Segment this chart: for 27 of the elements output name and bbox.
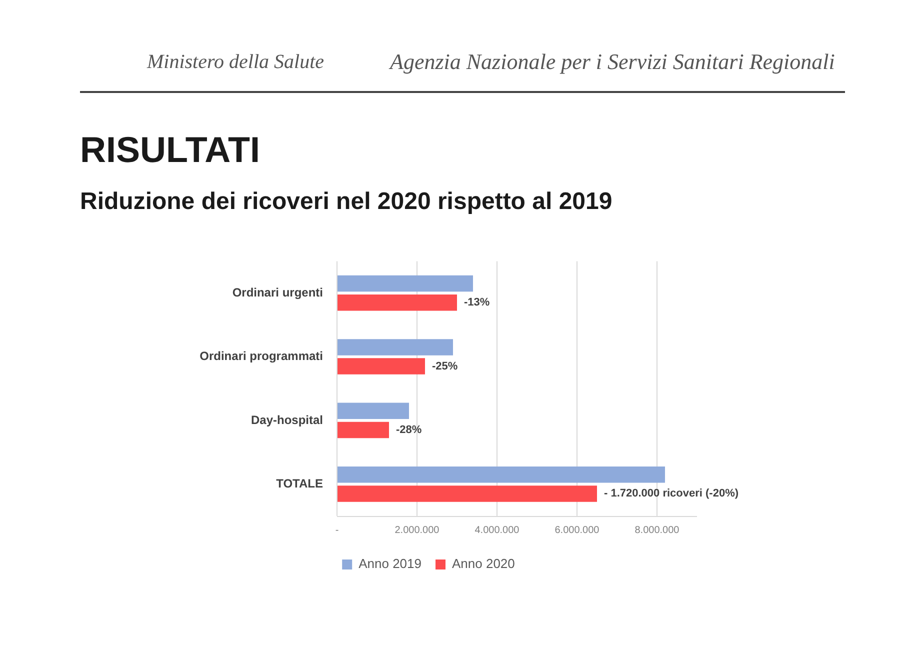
y-tick-label: TOTALE [276, 476, 323, 490]
y-tick-label: Ordinari urgenti [232, 285, 323, 300]
bar [338, 402, 409, 420]
annotation: -25% [432, 360, 458, 372]
x-tick-label: 6.000.000 [554, 524, 600, 536]
annotation: -13% [464, 296, 490, 309]
bar [338, 486, 597, 502]
annotation: - 1.720.000 ricoveri (-20%) [604, 488, 739, 500]
x-tick-label: 4.000.000 [474, 524, 520, 536]
y-tick-label: Ordinari programmati [200, 349, 323, 364]
x-tick-label: 2.000.000 [394, 524, 440, 536]
legend-label: Anno 2020 [452, 556, 515, 572]
text: Agenzia Nazionale per i Servizi Sanitari Regionali [390, 49, 835, 74]
chart-subtitle: Riduzione dei ricoveri nel 2020 rispetto al 2019 [80, 188, 612, 215]
bar [338, 466, 665, 483]
legend-label: Anno 2019 [358, 556, 422, 572]
bar [338, 275, 473, 292]
x-tick-label: 8.000.000 [634, 524, 680, 536]
annotation: -28% [396, 424, 422, 436]
chart-title: RISULTATI [80, 129, 260, 170]
y-tick-label: Day-hospital [250, 412, 323, 427]
x-tick-label: - [335, 524, 339, 536]
bar [338, 422, 389, 438]
bar [338, 294, 457, 311]
text: Ministero della Salute [147, 51, 324, 73]
bar [338, 339, 453, 356]
bar [338, 358, 425, 374]
